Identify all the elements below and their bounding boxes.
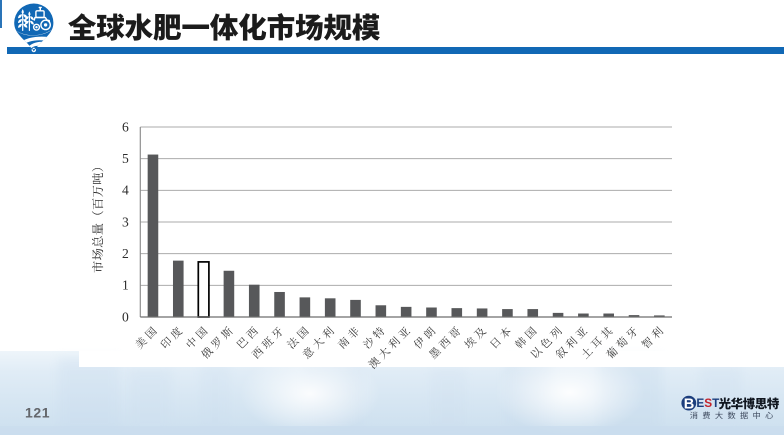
svg-text:1: 1 xyxy=(122,278,129,293)
svg-text:4: 4 xyxy=(122,183,129,198)
svg-text:3: 3 xyxy=(122,214,129,229)
svg-text:6: 6 xyxy=(122,119,129,134)
svg-text:2: 2 xyxy=(122,246,129,261)
svg-text:121: 121 xyxy=(25,405,50,421)
svg-text:5: 5 xyxy=(122,151,129,166)
svg-text:0: 0 xyxy=(122,309,129,324)
svg-text:EST: EST xyxy=(696,396,720,410)
svg-text:B: B xyxy=(684,396,695,412)
